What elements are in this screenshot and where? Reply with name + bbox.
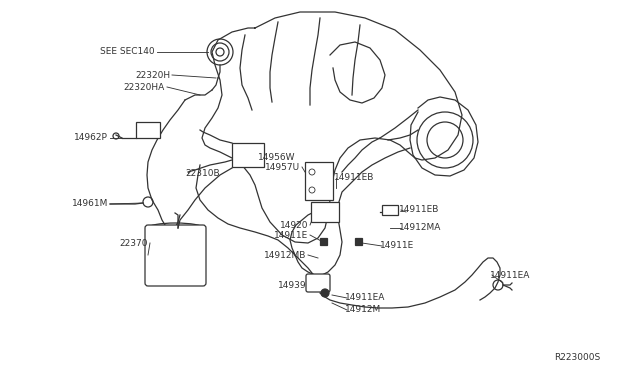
Text: 14911EA: 14911EA bbox=[490, 270, 531, 279]
Text: 14912MB: 14912MB bbox=[264, 250, 306, 260]
Bar bbox=[320, 238, 327, 245]
FancyBboxPatch shape bbox=[306, 274, 330, 292]
Circle shape bbox=[143, 197, 153, 207]
Bar bbox=[355, 238, 362, 245]
Text: 14912MA: 14912MA bbox=[399, 224, 442, 232]
Text: 22320H: 22320H bbox=[135, 71, 170, 80]
Text: 14939: 14939 bbox=[278, 280, 307, 289]
FancyBboxPatch shape bbox=[136, 122, 160, 138]
Text: 14957U: 14957U bbox=[265, 163, 300, 171]
Text: 14961M: 14961M bbox=[72, 199, 108, 208]
Bar bbox=[382, 205, 398, 215]
Text: 14911EB: 14911EB bbox=[399, 205, 440, 215]
Text: 14911EA: 14911EA bbox=[345, 294, 385, 302]
Text: 22320HA: 22320HA bbox=[124, 83, 165, 92]
Text: 22370: 22370 bbox=[120, 238, 148, 247]
Circle shape bbox=[321, 289, 329, 297]
Text: SEE SEC140: SEE SEC140 bbox=[100, 48, 155, 57]
Text: 14911E: 14911E bbox=[274, 231, 308, 240]
Text: 14956W: 14956W bbox=[258, 153, 296, 161]
Text: 14911EB: 14911EB bbox=[334, 173, 374, 183]
Text: 22310B: 22310B bbox=[185, 169, 220, 177]
FancyBboxPatch shape bbox=[145, 225, 206, 286]
Bar bbox=[305, 162, 333, 200]
Text: 14920: 14920 bbox=[280, 221, 308, 230]
Circle shape bbox=[113, 133, 119, 139]
FancyBboxPatch shape bbox=[311, 202, 339, 222]
Text: 14911E: 14911E bbox=[380, 241, 414, 250]
FancyBboxPatch shape bbox=[232, 143, 264, 167]
Text: 14912M: 14912M bbox=[345, 305, 381, 314]
Text: R223000S: R223000S bbox=[554, 353, 600, 362]
Text: 14962P: 14962P bbox=[74, 134, 108, 142]
